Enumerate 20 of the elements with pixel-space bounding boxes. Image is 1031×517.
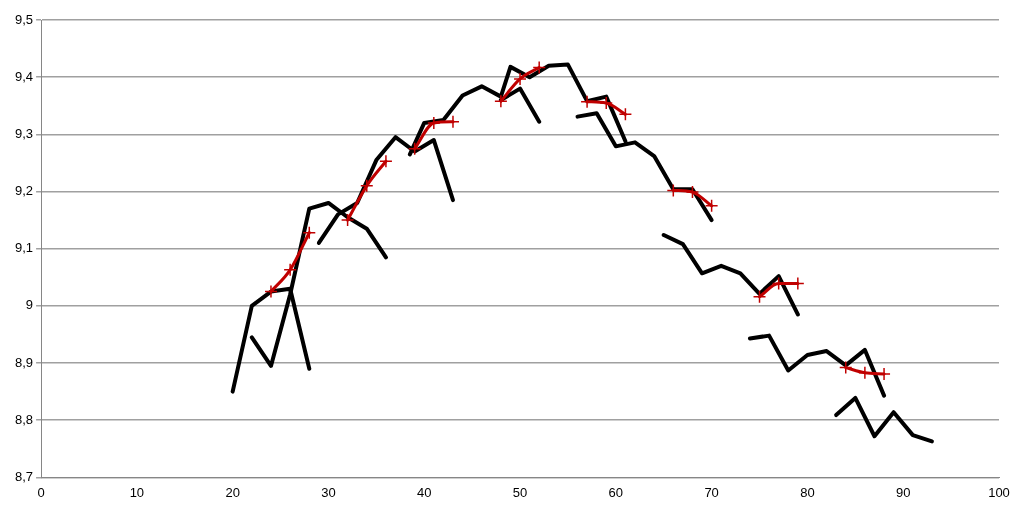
x-tick-label: 80 (800, 484, 815, 500)
x-tick-label: 100 (988, 484, 1010, 500)
y-tick-label: 8,8 (14, 411, 34, 427)
y-tick-label: 8,7 (14, 468, 34, 484)
y-tick-label: 9,1 (14, 240, 34, 256)
x-tick-label: 70 (704, 484, 719, 500)
y-tick-label: 9,2 (14, 183, 34, 199)
y-tick-label: 8,9 (14, 354, 34, 370)
x-tick-label: 20 (225, 484, 240, 500)
x-tick-label: 90 (895, 484, 911, 500)
y-tick-label: 9 (25, 297, 34, 313)
y-tick-label: 9,5 (14, 11, 34, 27)
x-tick-label: 40 (417, 484, 432, 500)
x-tick-label: 60 (608, 484, 624, 500)
y-tick-label: 9,3 (14, 125, 34, 141)
x-tick-label: 0 (37, 484, 45, 500)
x-tick-label: 10 (129, 484, 145, 500)
x-tick-label: 50 (512, 484, 528, 500)
y-tick-label: 9,4 (14, 68, 34, 84)
x-tick-label: 30 (321, 484, 336, 500)
